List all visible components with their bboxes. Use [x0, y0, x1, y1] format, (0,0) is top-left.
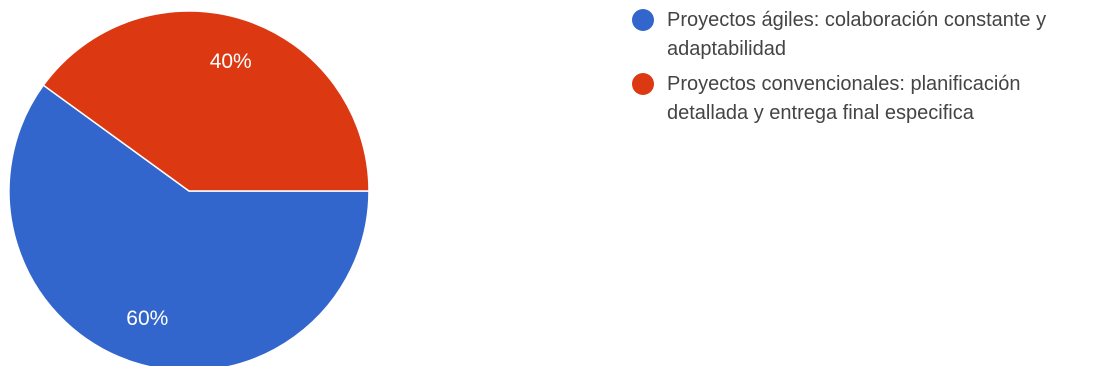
pie-label-convencionales: 40%	[210, 50, 252, 73]
legend-item-convencionales[interactable]: Proyectos convencionales: planificación …	[632, 70, 1092, 128]
pie-slice-convencionales[interactable]	[42, 10, 370, 192]
legend: Proyectos ágiles: colaboración constante…	[632, 6, 1092, 134]
legend-label-agiles: Proyectos ágiles: colaboración constante…	[667, 9, 1047, 60]
legend-item-agiles[interactable]: Proyectos ágiles: colaboración constante…	[632, 6, 1092, 64]
legend-swatch-agiles	[632, 9, 654, 31]
legend-swatch-convencionales	[632, 73, 654, 95]
pie-label-agiles: 60%	[126, 307, 168, 330]
pie-slice-agiles[interactable]	[8, 84, 370, 371]
legend-label-convencionales: Proyectos convencionales: planificación …	[667, 73, 1021, 124]
